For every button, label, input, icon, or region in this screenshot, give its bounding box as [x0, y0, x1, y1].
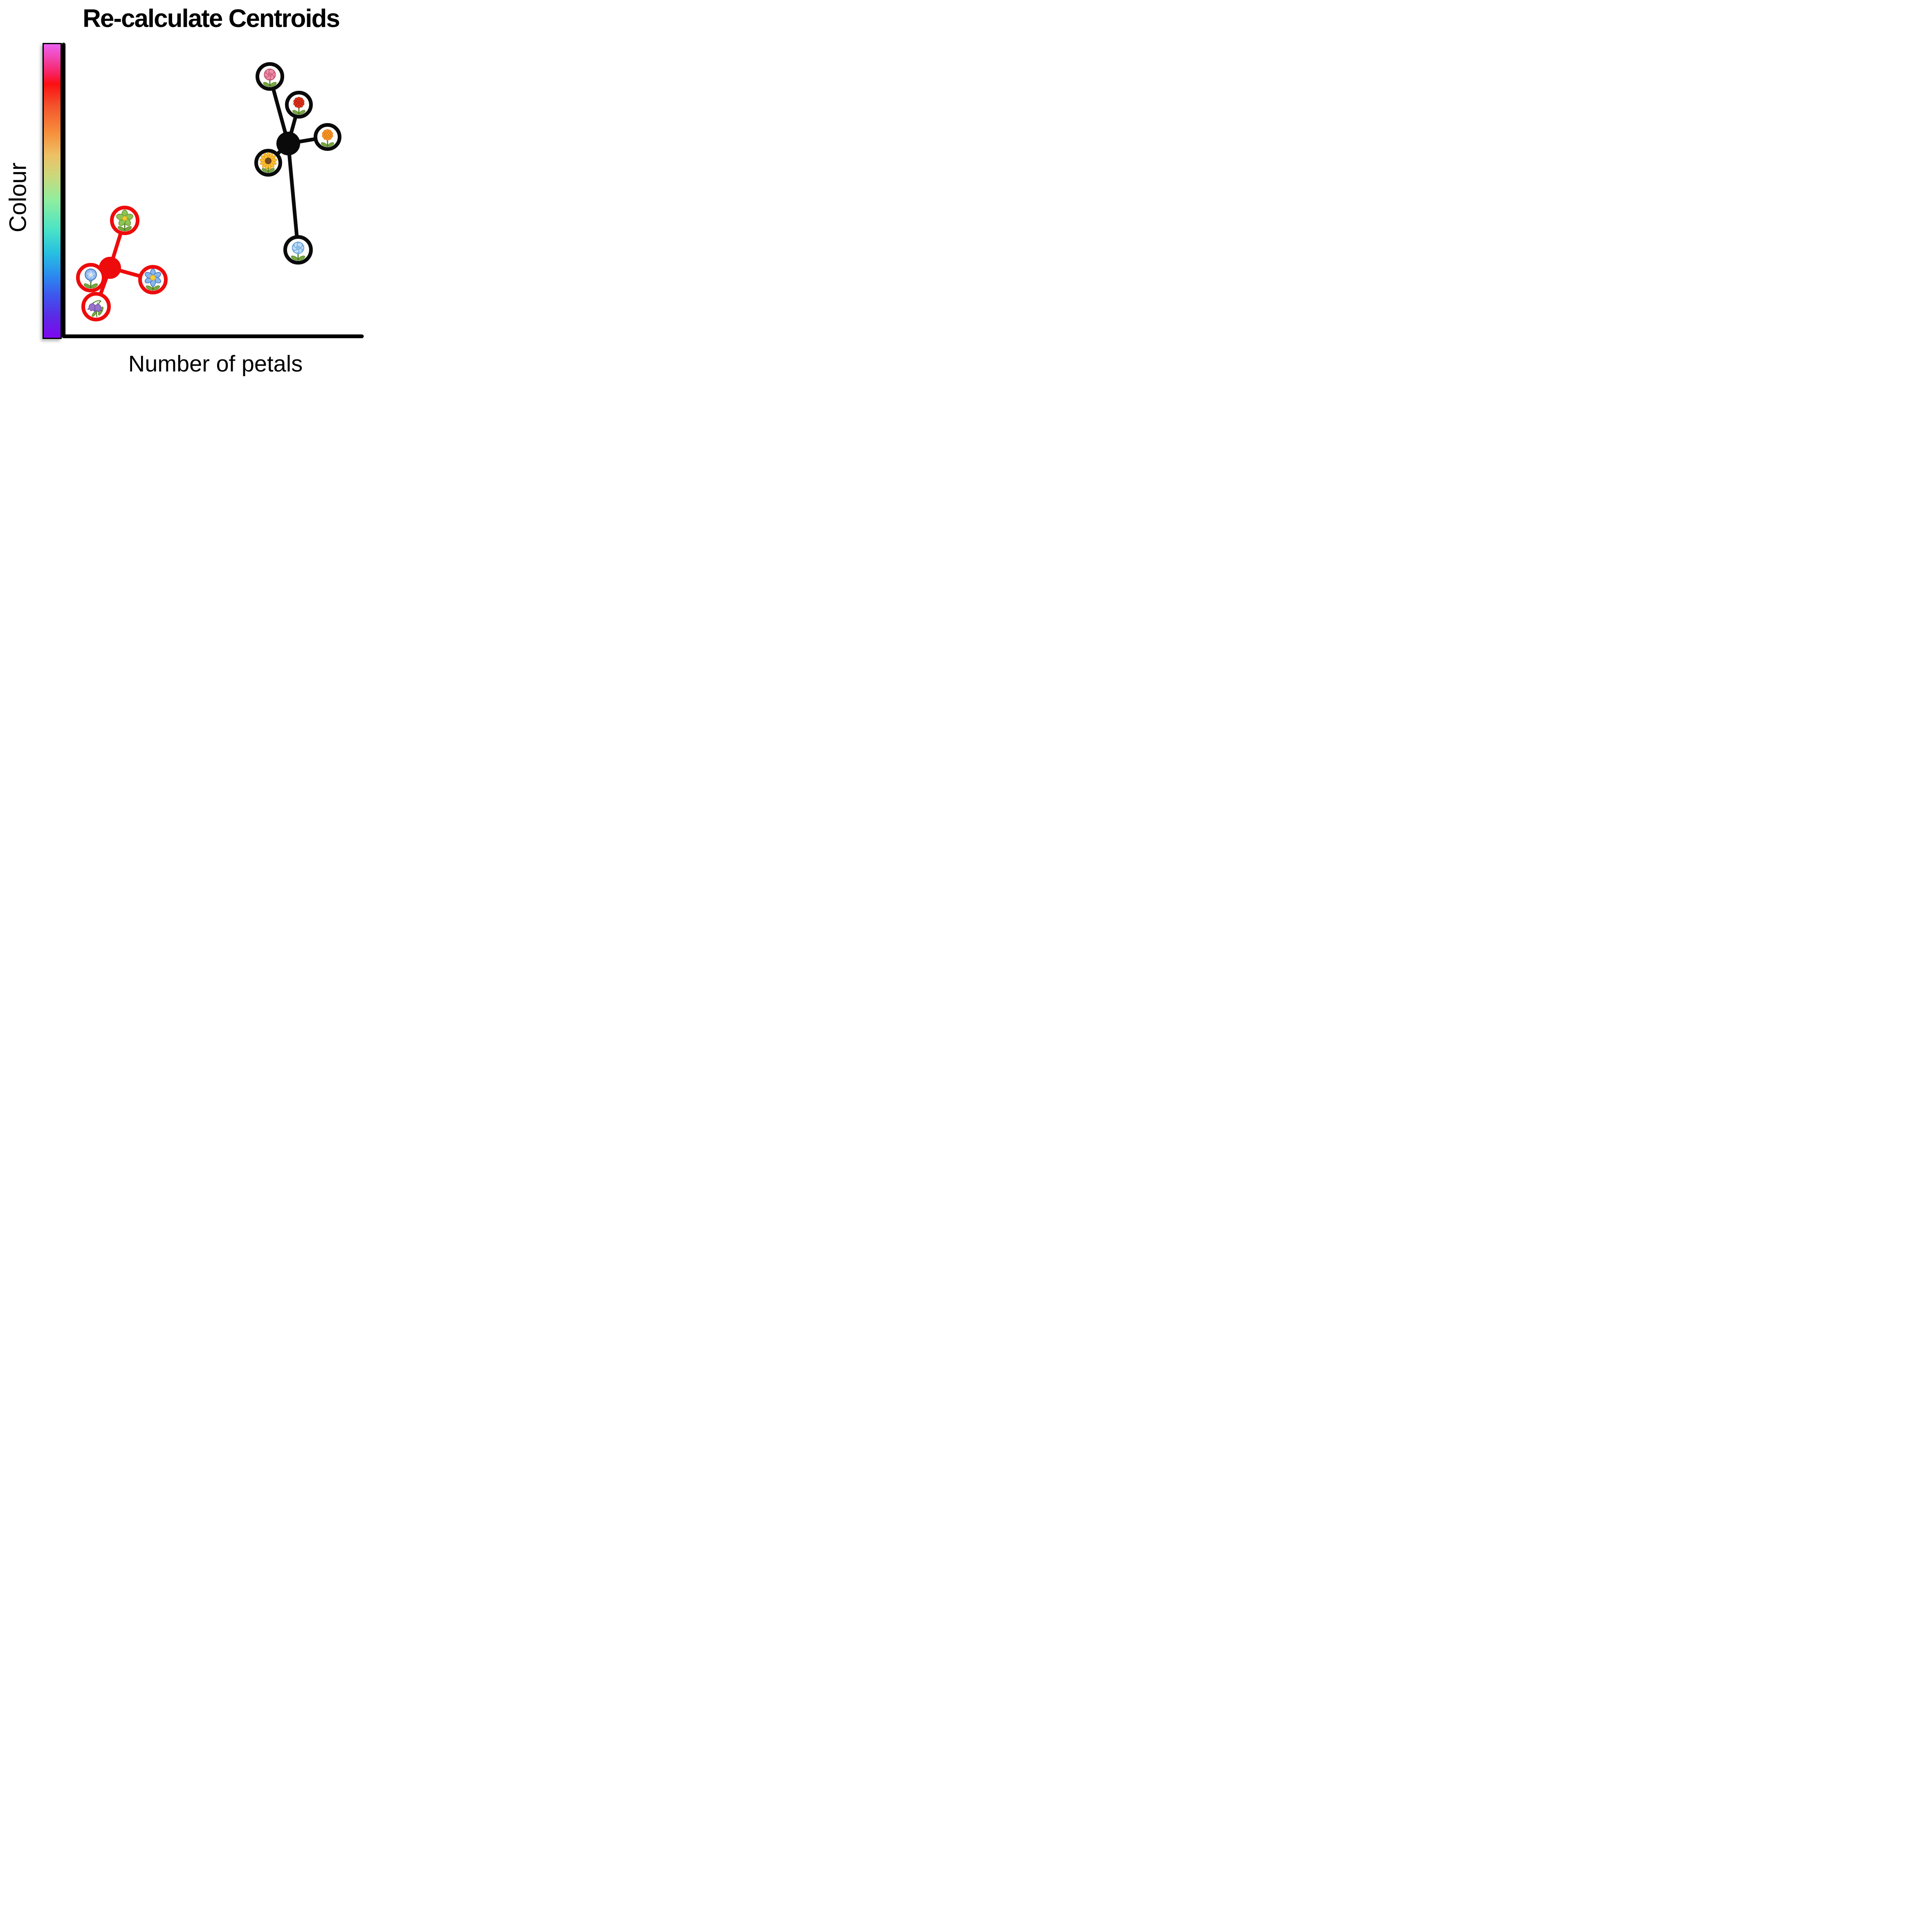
black-cluster-centroid — [276, 132, 300, 155]
red-cluster — [76, 206, 168, 321]
sunflower-icon — [259, 152, 277, 173]
data-point-blue-rose — [283, 235, 313, 265]
pink-rose-icon — [263, 68, 277, 87]
black-cluster — [254, 62, 341, 265]
data-point-green-flower — [110, 206, 139, 235]
red-dahlia-icon — [292, 96, 305, 115]
data-point-red-dahlia — [285, 91, 313, 119]
data-point-pink-rose — [256, 62, 284, 91]
figure: Re-calculate Centroids Colour Number of … — [0, 0, 386, 386]
green-flower-icon — [116, 209, 133, 231]
x-axis-label: Number of petals — [128, 350, 303, 377]
blue-flower-icon — [145, 268, 161, 291]
axes-lines — [61, 43, 364, 339]
data-point-sunflower — [254, 149, 282, 177]
blue-rose-icon — [291, 241, 305, 261]
black-cluster-edge-blue-rose — [286, 143, 300, 250]
plot-canvas — [61, 43, 364, 339]
orange-marigold-icon — [321, 129, 334, 147]
data-point-blue-flower — [138, 265, 168, 294]
purple-bellflower-icon — [87, 300, 103, 317]
data-point-morning-glory — [76, 263, 105, 292]
figure-title: Re-calculate Centroids — [83, 4, 340, 33]
colour-gradient-bar — [43, 43, 62, 339]
data-point-purple-bellflower — [81, 292, 111, 321]
data-point-orange-marigold — [314, 123, 341, 151]
morning-glory-icon — [83, 268, 98, 289]
